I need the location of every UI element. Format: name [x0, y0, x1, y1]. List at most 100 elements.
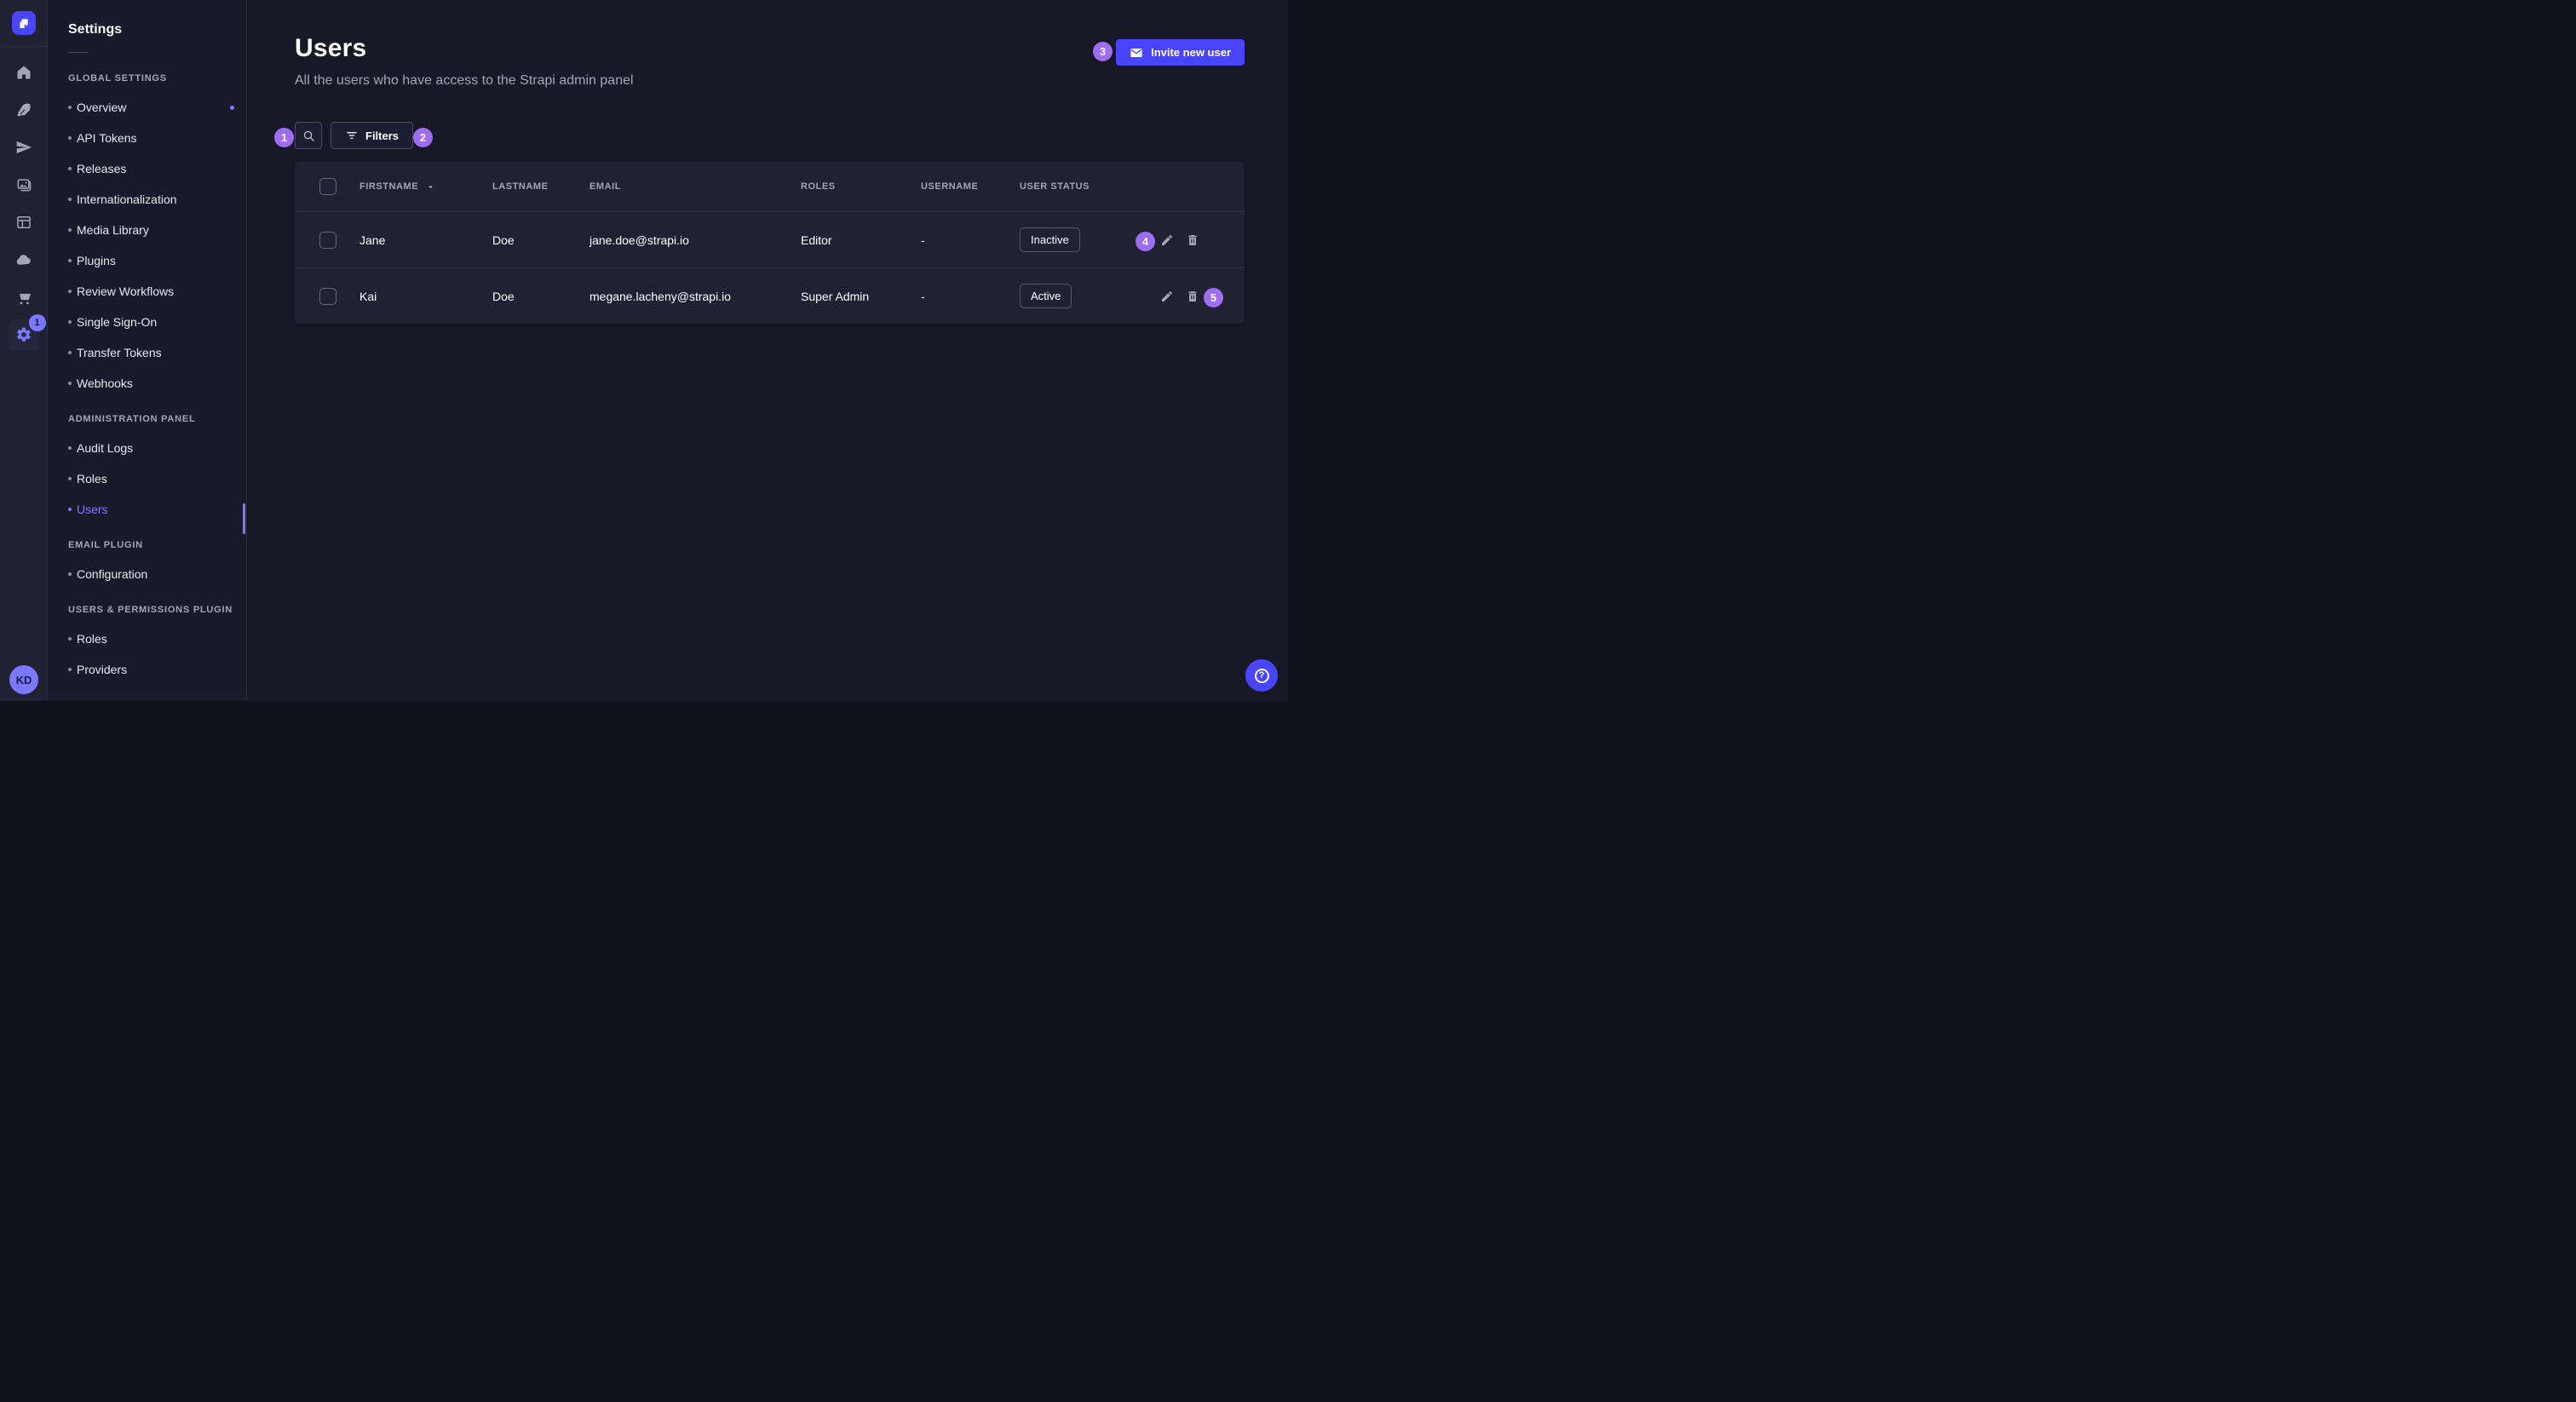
- subnav-item-label: Releases: [77, 162, 127, 175]
- cell-user-status: Inactive: [1020, 227, 1141, 252]
- column-label: Lastname: [492, 181, 549, 192]
- bullet: [68, 106, 72, 109]
- layout-icon[interactable]: [5, 204, 43, 241]
- row-actions: [1141, 233, 1245, 247]
- subnav-item-label: Webhooks: [77, 376, 133, 390]
- select-all-cell: [295, 178, 359, 195]
- subnav-title: Settings: [68, 22, 123, 37]
- subnav-item-label: Plugins: [77, 254, 116, 267]
- bullet: [68, 446, 72, 450]
- annotation-marker-5: 5: [1204, 288, 1223, 307]
- subnav-item-plugins[interactable]: Plugins: [48, 245, 246, 276]
- subnav-item-label: Configuration: [77, 567, 148, 581]
- row-select-cell: [295, 231, 359, 249]
- overview-notification-dot: [230, 105, 234, 110]
- subnav-item-label: API Tokens: [77, 131, 137, 145]
- bullet: [68, 351, 72, 354]
- subnav-scrollbar-thumb[interactable]: [243, 503, 245, 534]
- cell-firstname: Jane: [359, 233, 386, 247]
- question-mark-icon: ?: [1254, 668, 1269, 683]
- subnav-item-single-sign-on[interactable]: Single Sign-On: [48, 307, 246, 337]
- bullet: [68, 637, 72, 641]
- subnav-item-overview[interactable]: Overview: [48, 92, 246, 123]
- settings-gear-icon[interactable]: 1: [5, 314, 46, 353]
- global-settings-list: Overview API Tokens Releases Internation…: [48, 92, 246, 399]
- email-plugin-list: Configuration: [48, 559, 246, 589]
- filters-button-label: Filters: [365, 129, 400, 142]
- help-button[interactable]: ?: [1245, 659, 1278, 692]
- strapi-admin-screen: 1 KD Settings GLOBAL SETTINGS Overview A…: [0, 0, 1288, 701]
- section-label-global-settings: GLOBAL SETTINGS: [68, 73, 167, 83]
- cell-lastname: Doe: [492, 233, 515, 247]
- bullet: [68, 198, 72, 201]
- subnav-item-internationalization[interactable]: Internationalization: [48, 184, 246, 215]
- column-label: Email: [589, 181, 621, 192]
- subnav-item-users[interactable]: Users: [48, 494, 246, 525]
- search-button[interactable]: [295, 122, 322, 149]
- subnav-item-admin-roles[interactable]: Roles: [48, 463, 246, 494]
- rail-icon-list: 1: [5, 47, 46, 353]
- administration-panel-list: Audit Logs Roles Users: [48, 433, 246, 525]
- subnav-item-audit-logs[interactable]: Audit Logs: [48, 433, 246, 463]
- home-icon[interactable]: [5, 54, 43, 91]
- subnav-item-label: Review Workflows: [77, 284, 175, 298]
- subnav-item-api-tokens[interactable]: API Tokens: [48, 123, 246, 153]
- section-label-users-permissions-plugin: USERS & PERMISSIONS PLUGIN: [68, 605, 233, 615]
- subnav-item-label: Providers: [77, 663, 128, 676]
- invite-button-label: Invite new user: [1151, 46, 1231, 59]
- cell-roles: Super Admin: [801, 289, 870, 303]
- row-select-cell: [295, 287, 359, 305]
- subnav-item-transfer-tokens[interactable]: Transfer Tokens: [48, 337, 246, 368]
- delete-trash-icon[interactable]: [1186, 290, 1199, 303]
- column-label: Username: [921, 181, 979, 192]
- strapi-logo[interactable]: [11, 11, 36, 35]
- column-label: Firstname: [359, 181, 419, 192]
- column-header-username: Username: [921, 181, 1020, 192]
- feather-icon[interactable]: [5, 91, 43, 129]
- select-all-checkbox[interactable]: [319, 178, 336, 195]
- cell-lastname: Doe: [492, 289, 515, 303]
- bullet: [68, 668, 72, 671]
- filter-icon: [347, 132, 357, 139]
- subnav-item-configuration[interactable]: Configuration: [48, 559, 246, 589]
- page-header: Users All the users who have access to t…: [295, 34, 1245, 89]
- filters-button[interactable]: Filters: [331, 122, 414, 149]
- subnav-item-up-roles[interactable]: Roles: [48, 623, 246, 654]
- envelope-icon: [1130, 48, 1142, 57]
- paper-plane-icon[interactable]: [5, 129, 43, 166]
- bullet: [68, 320, 72, 324]
- cell-email: jane.doe@strapi.io: [589, 233, 689, 247]
- subnav-item-label: Roles: [77, 632, 107, 646]
- page-subtitle: All the users who have access to the Str…: [295, 73, 634, 88]
- table-row-jane-doe[interactable]: Jane Doe jane.doe@strapi.io Editor - Ina…: [295, 211, 1245, 267]
- subnav-item-releases[interactable]: Releases: [48, 153, 246, 184]
- cloud-icon[interactable]: [5, 241, 43, 279]
- bullet: [68, 290, 72, 293]
- edit-pencil-icon[interactable]: [1160, 290, 1174, 303]
- invite-new-user-button[interactable]: Invite new user: [1116, 39, 1245, 66]
- table-row-kai-doe[interactable]: Kai Doe megane.lacheny@strapi.io Super A…: [295, 267, 1245, 324]
- cell-username: -: [921, 233, 925, 247]
- row-checkbox[interactable]: [319, 231, 336, 249]
- status-badge: Inactive: [1020, 227, 1080, 252]
- subnav-item-media-library[interactable]: Media Library: [48, 215, 246, 245]
- subnav-item-label: Overview: [77, 101, 127, 114]
- rail-header: [0, 0, 47, 47]
- column-header-firstname[interactable]: Firstname: [359, 181, 492, 192]
- user-avatar[interactable]: KD: [9, 665, 38, 694]
- column-header-lastname: Lastname: [492, 181, 589, 192]
- subnav-item-review-workflows[interactable]: Review Workflows: [48, 276, 246, 307]
- settings-notification-badge: 1: [28, 314, 46, 331]
- subnav-item-webhooks[interactable]: Webhooks: [48, 368, 246, 399]
- marketplace-cart-icon[interactable]: [5, 279, 43, 316]
- section-label-email-plugin: EMAIL PLUGIN: [68, 540, 143, 550]
- users-table: Firstname Lastname Email Roles Username …: [295, 162, 1245, 324]
- search-icon: [303, 130, 314, 141]
- delete-trash-icon[interactable]: [1186, 233, 1199, 247]
- row-checkbox[interactable]: [319, 287, 336, 305]
- subnav-item-label: Roles: [77, 472, 107, 486]
- subnav-item-label: Users: [77, 503, 108, 516]
- media-library-icon[interactable]: [5, 166, 43, 204]
- subnav-item-providers[interactable]: Providers: [48, 654, 246, 685]
- edit-pencil-icon[interactable]: [1160, 233, 1174, 247]
